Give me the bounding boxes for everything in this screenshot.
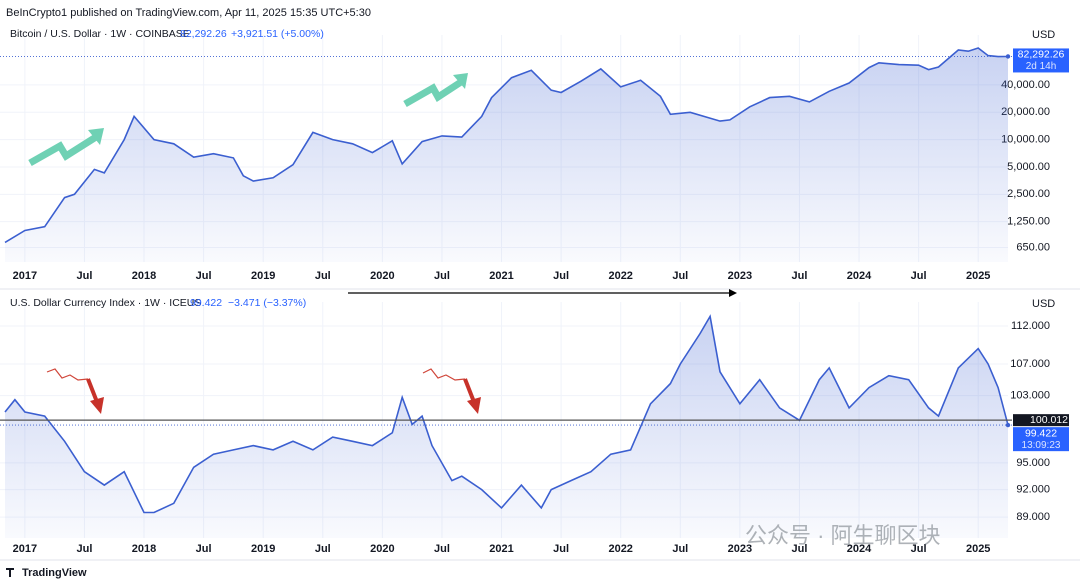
- x-tick-label: Jul: [76, 543, 92, 555]
- y-tick-label: 95.000: [1016, 457, 1050, 469]
- x-tick-label: Jul: [672, 270, 688, 282]
- y-tick-label: 40,000.00: [1001, 79, 1050, 91]
- y-tick-label: 2,500.00: [1007, 188, 1050, 200]
- x-tick-label: Jul: [672, 543, 688, 555]
- price-line: [4, 314, 1009, 514]
- last-point: [1005, 54, 1011, 59]
- y-tick-label: 89.000: [1016, 511, 1050, 523]
- red-arrow: [422, 368, 466, 381]
- y-tick-label: 103.000: [1010, 390, 1050, 402]
- y-tick-label: 107.000: [1010, 358, 1050, 370]
- x-tick-label: 2022: [608, 270, 632, 282]
- x-tick-label: 2019: [251, 543, 275, 555]
- red-arrow-head: [90, 397, 104, 414]
- red-arrow-head: [467, 397, 481, 414]
- x-tick-label: Jul: [911, 270, 927, 282]
- header-change: +3,921.51 (+5.00%): [231, 28, 324, 40]
- x-tick-label: Jul: [553, 270, 569, 282]
- green-arrow-head: [88, 128, 104, 145]
- x-tick-label: 2017: [13, 543, 37, 555]
- header-value: 99.422: [190, 297, 222, 309]
- plots: 2017 Jul 2018 Jul 2019 Jul 2020 Jul 2021 Jul 2022 J…: [0, 28, 1069, 555]
- green-arrow: [403, 79, 463, 108]
- x-tick-label: 2017: [13, 270, 37, 282]
- price-tag-countdown: 2d 14h: [1026, 61, 1057, 72]
- x-tick-label: 2025: [966, 543, 990, 555]
- chart-title: Bitcoin / U.S. Dollar · 1W · COINBASE: [10, 28, 190, 40]
- x-tick-label: 2021: [489, 270, 513, 282]
- reference-label: 100.012: [1030, 414, 1068, 426]
- x-tick-label: 2023: [728, 543, 752, 555]
- x-tick-label: Jul: [76, 270, 92, 282]
- header-value: 82,292.26: [180, 28, 227, 40]
- red-arrow: [463, 378, 476, 403]
- x-tick-label: 2018: [132, 543, 156, 555]
- y-tick-label: 20,000.00: [1001, 106, 1050, 118]
- x-tick-label: Jul: [553, 543, 569, 555]
- x-tick-label: Jul: [315, 270, 331, 282]
- price-tag-value: 99.422: [1025, 427, 1057, 439]
- x-tick-label: Jul: [196, 543, 212, 555]
- area: [5, 316, 1008, 538]
- time-arrow-head: [729, 289, 737, 297]
- price-tag-value: 82,292.26: [1018, 49, 1065, 61]
- x-tick-label: 2023: [728, 270, 752, 282]
- area: [5, 48, 1008, 262]
- y-tick-label: 650.00: [1016, 241, 1050, 253]
- x-tick-label: Jul: [434, 270, 450, 282]
- x-tick-label: Jul: [792, 543, 808, 555]
- x-tick-label: Jul: [792, 270, 808, 282]
- x-tick-label: 2025: [966, 270, 990, 282]
- y-tick-label: 10,000.00: [1001, 134, 1050, 146]
- price-tag-countdown: 13:09:23: [1022, 440, 1061, 451]
- watermark: 公众号 · 阿生聊区块: [745, 523, 941, 548]
- x-tick-label: 2019: [251, 270, 275, 282]
- axis-unit: USD: [1032, 298, 1055, 310]
- annotations: [28, 73, 737, 414]
- x-tick-label: 2021: [489, 543, 513, 555]
- reference-tag: [1013, 414, 1069, 427]
- x-tick-label: 2020: [370, 270, 394, 282]
- last-point: [1005, 422, 1011, 428]
- y-tick-label: 112.000: [1011, 320, 1050, 332]
- y-tick-label: 1,250.00: [1007, 216, 1050, 228]
- x-tick-label: 2020: [370, 543, 394, 555]
- x-tick-label: 2024: [847, 270, 872, 282]
- red-arrow: [46, 368, 89, 381]
- x-tick-label: Jul: [315, 543, 331, 555]
- header-change: −3.471 (−3.37%): [228, 297, 306, 309]
- y-tick-label: 92.000: [1016, 484, 1050, 496]
- green-arrow: [28, 134, 98, 167]
- x-tick-label: Jul: [434, 543, 450, 555]
- publisher: BeInCrypto1 published on TradingView.com…: [6, 7, 371, 19]
- price-tag: [1013, 48, 1069, 73]
- axis-unit: USD: [1032, 29, 1055, 41]
- x-tick-label: Jul: [196, 270, 212, 282]
- brand: TradingView: [22, 567, 87, 579]
- chart-title: U.S. Dollar Currency Index · 1W · ICEUS: [10, 297, 201, 309]
- brand-logo: [6, 568, 14, 577]
- x-tick-label: 2018: [132, 270, 156, 282]
- green-arrow-head: [453, 73, 468, 89]
- red-arrow: [86, 378, 99, 403]
- price-line: [4, 47, 1009, 244]
- x-tick-label: 2022: [608, 543, 632, 555]
- y-tick-label: 5,000.00: [1007, 161, 1050, 173]
- x-tick-label: Jul: [911, 543, 927, 555]
- x-tick-label: 2024: [847, 543, 872, 555]
- price-tag: [1013, 427, 1069, 452]
